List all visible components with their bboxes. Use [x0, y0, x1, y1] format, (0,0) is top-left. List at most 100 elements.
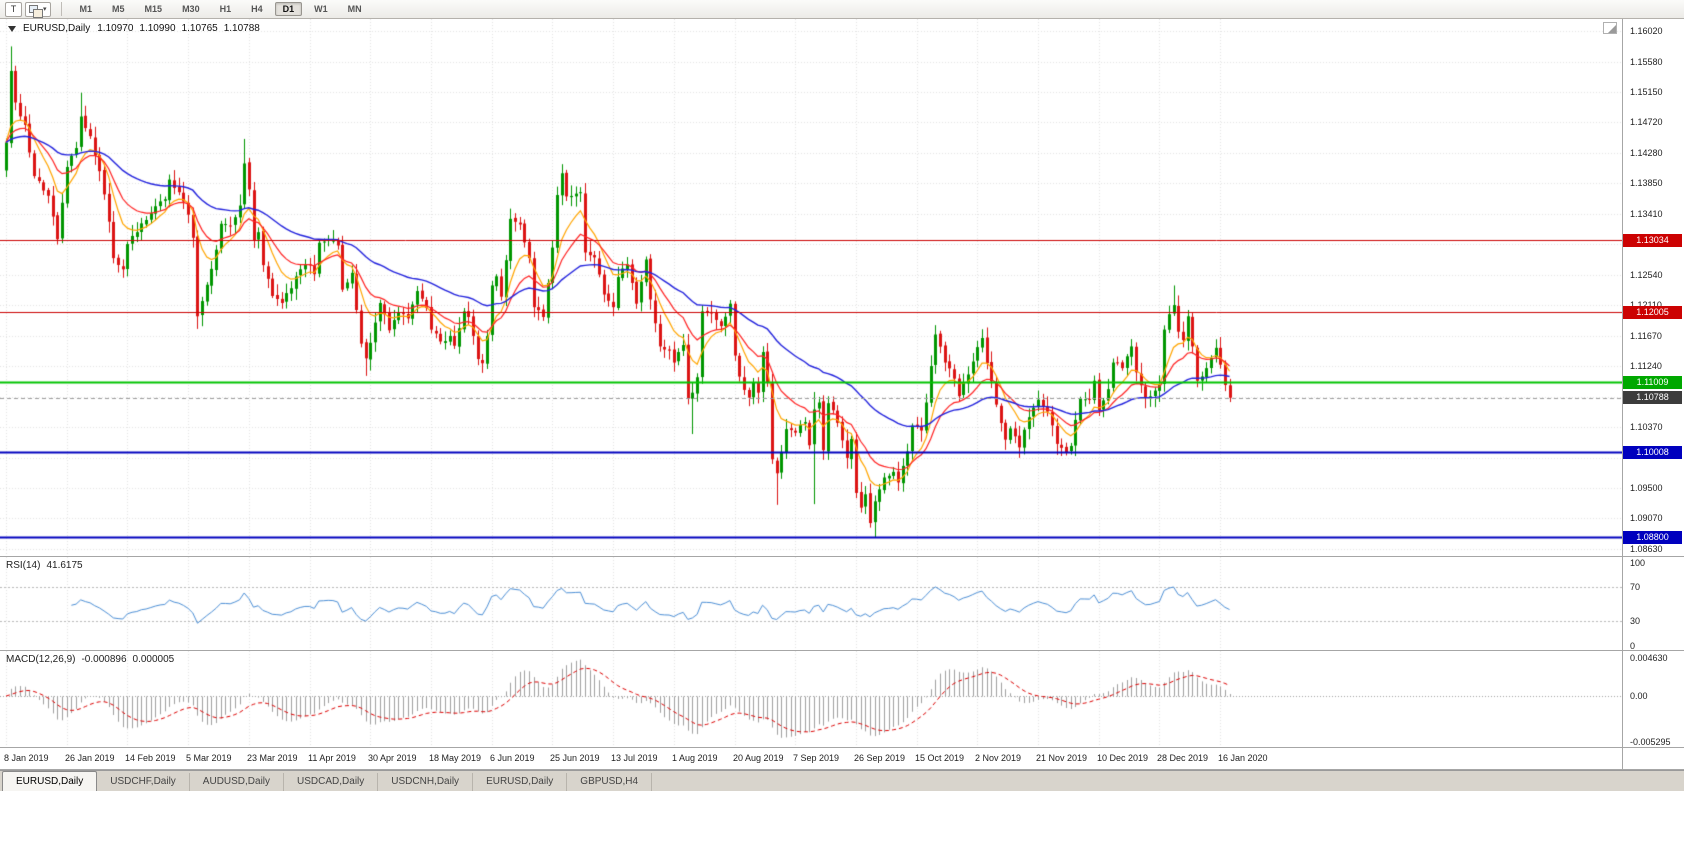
price-axis-label: 1.09500: [1630, 483, 1663, 494]
macd-axis-label: 0.00: [1630, 691, 1648, 702]
tab-usdcad-daily[interactable]: USDCAD,Daily: [284, 773, 379, 791]
macd-value: -0.000896: [81, 654, 127, 665]
timeframe-button-m5[interactable]: M5: [112, 4, 125, 14]
toolbar-separator: [60, 2, 62, 16]
date-axis-label: 8 Jan 2019: [4, 753, 49, 763]
macd-axis-label: 0.004630: [1630, 653, 1668, 663]
chart-objects-icon: [29, 5, 43, 18]
price-tag-1-11009[interactable]: 1.11009: [1623, 375, 1682, 389]
rsi-axis-label: 70: [1630, 581, 1641, 592]
date-axis-label: 6 Jun 2019: [490, 753, 535, 763]
price-tag-1-13034[interactable]: 1.13034: [1623, 233, 1682, 247]
date-axis[interactable]: 8 Jan 2019 26 Jan 2019 14 Feb 2019 5 Mar 20…: [0, 748, 1622, 769]
price-axis-label: 1.14720: [1630, 117, 1663, 128]
macd-signal-value: 0.000005: [132, 654, 175, 665]
tab-gbpusd-h4[interactable]: GBPUSD,H4: [567, 773, 653, 791]
price-axis-label: 1.16020: [1630, 26, 1663, 36]
ohlc-values: 1.10970 1.10990 1.10765 1.10788: [97, 23, 260, 34]
panel-separator[interactable]: [0, 556, 1684, 557]
date-axis-label: 13 Jul 2019: [611, 753, 658, 763]
tab-usdcnh-daily[interactable]: USDCNH,Daily: [378, 773, 474, 791]
timeframe-button-w1[interactable]: W1: [314, 4, 328, 14]
price-axis-label: 1.10370: [1630, 422, 1663, 433]
timeframe-button-m15[interactable]: M15: [144, 4, 163, 14]
chart-objects-button[interactable]: ▾: [25, 1, 51, 18]
macd-canvas[interactable]: [0, 651, 1622, 747]
timeframe-button-mn[interactable]: MN: [347, 4, 362, 14]
panel-separator[interactable]: [0, 650, 1684, 651]
timeframe-toolbar: M1 M5 M15 M30 H1 H4 D1 W1 MN: [72, 2, 370, 16]
rsi-axis-label: 100: [1630, 558, 1646, 568]
date-axis-label: 10 Dec 2019: [1097, 753, 1149, 763]
price-axis-label: 1.13410: [1630, 208, 1663, 219]
price-tag-1-08800[interactable]: 1.08800: [1623, 530, 1682, 544]
date-axis-label: 18 May 2019: [429, 753, 482, 763]
text-tool-button[interactable]: T: [5, 1, 22, 17]
date-axis-label: 26 Jan 2019: [65, 753, 115, 763]
rsi-value: 41.6175: [46, 560, 83, 571]
ohlc-high: 1.10990: [139, 23, 176, 34]
date-axis-label: 2 Nov 2019: [975, 753, 1022, 763]
macd-label: MACD(12,26,9) -0.000896 0.000005: [6, 654, 174, 665]
timeframe-button-d1[interactable]: D1: [274, 2, 303, 16]
rsi-label: RSI(14) 41.6175: [6, 560, 83, 571]
date-axis-label: 7 Sep 2019: [793, 753, 840, 763]
tab-audusd-daily[interactable]: AUDUSD,Daily: [190, 773, 285, 791]
ohlc-low: 1.10765: [181, 23, 218, 34]
date-axis-label: 20 Aug 2019: [733, 753, 784, 763]
price-chart-canvas[interactable]: [0, 19, 1622, 556]
rsi-canvas[interactable]: [0, 557, 1622, 650]
date-axis-label: 28 Dec 2019: [1157, 753, 1209, 763]
ohlc-close: 1.10788: [223, 23, 260, 34]
rsi-name: RSI(14): [6, 560, 41, 571]
price-tag-1-12005[interactable]: 1.12005: [1623, 305, 1682, 319]
chart-symbol-label: EURUSD,Daily: [23, 23, 91, 34]
tab-eurusd-daily[interactable]: EURUSD,Daily: [473, 773, 568, 791]
chart-tabs: EURUSD,Daily USDCHF,Daily AUDUSD,Daily USDC…: [0, 770, 1684, 791]
price-axis-label: 1.15150: [1630, 86, 1663, 97]
chart-title: EURUSD,Daily 1.10970 1.10990 1.10765 1.1…: [8, 23, 260, 34]
date-axis-label: 25 Jun 2019: [550, 753, 600, 763]
date-axis-label: 1 Aug 2019: [672, 753, 718, 763]
price-axis-label: 1.09070: [1630, 513, 1663, 524]
timeframe-button-m30[interactable]: M30: [182, 4, 200, 14]
chevron-down-icon: ▾: [43, 6, 47, 13]
macd-name: MACD(12,26,9): [6, 654, 76, 665]
price-axis-label: 1.12110: [1630, 300, 1662, 310]
chart-symbol-icon: [8, 25, 16, 32]
price-axis-label: 1.13850: [1630, 178, 1663, 189]
date-axis-label: 16 Jan 2020: [1218, 753, 1268, 763]
macd-axis-label: -0.005295: [1630, 737, 1671, 747]
timeframe-button-m1[interactable]: M1: [79, 4, 93, 14]
price-axis-label: 1.11670: [1630, 330, 1662, 341]
date-axis-label: 21 Nov 2019: [1036, 753, 1088, 763]
chart-shift-button[interactable]: [1603, 22, 1617, 34]
ohlc-open: 1.10970: [97, 23, 134, 34]
price-axis-label: 1.12540: [1630, 269, 1663, 280]
timeframe-button-h1[interactable]: H1: [219, 4, 232, 14]
date-axis-label: 30 Apr 2019: [368, 753, 417, 763]
date-axis-label: 15 Oct 2019: [915, 753, 965, 763]
text-tool-icon: T: [10, 4, 17, 14]
tab-eurusd-daily[interactable]: EURUSD,Daily: [2, 771, 98, 791]
price-axis-label: 1.08630: [1630, 544, 1663, 554]
timeframe-button-h4[interactable]: H4: [251, 4, 263, 14]
date-axis-label: 23 Mar 2019: [247, 753, 298, 763]
tab-usdchf-daily[interactable]: USDCHF,Daily: [97, 773, 190, 791]
date-axis-label: 14 Feb 2019: [125, 753, 176, 763]
price-axis-label: 1.11240: [1630, 361, 1662, 372]
price-axis-label: 1.15580: [1630, 56, 1663, 67]
scale-border: [1622, 19, 1623, 769]
date-axis-label: 5 Mar 2019: [186, 753, 232, 763]
price-tag-1-10788[interactable]: 1.10788: [1623, 391, 1682, 405]
price-tag-1-10008[interactable]: 1.10008: [1623, 445, 1682, 459]
panel-separator: [0, 747, 1684, 748]
rsi-axis-label: 0: [1630, 641, 1636, 651]
date-axis-label: 26 Sep 2019: [854, 753, 906, 763]
date-axis-label: 11 Apr 2019: [308, 753, 356, 763]
toolbar: T ▾ M1 M5 M15 M30 H1 H4 D1 W1 MN: [0, 0, 1684, 19]
chart-shift-icon: [1608, 25, 1616, 33]
panel-separator: [0, 769, 1684, 770]
price-axis-label: 1.14280: [1630, 147, 1663, 158]
rsi-axis-label: 30: [1630, 615, 1641, 626]
